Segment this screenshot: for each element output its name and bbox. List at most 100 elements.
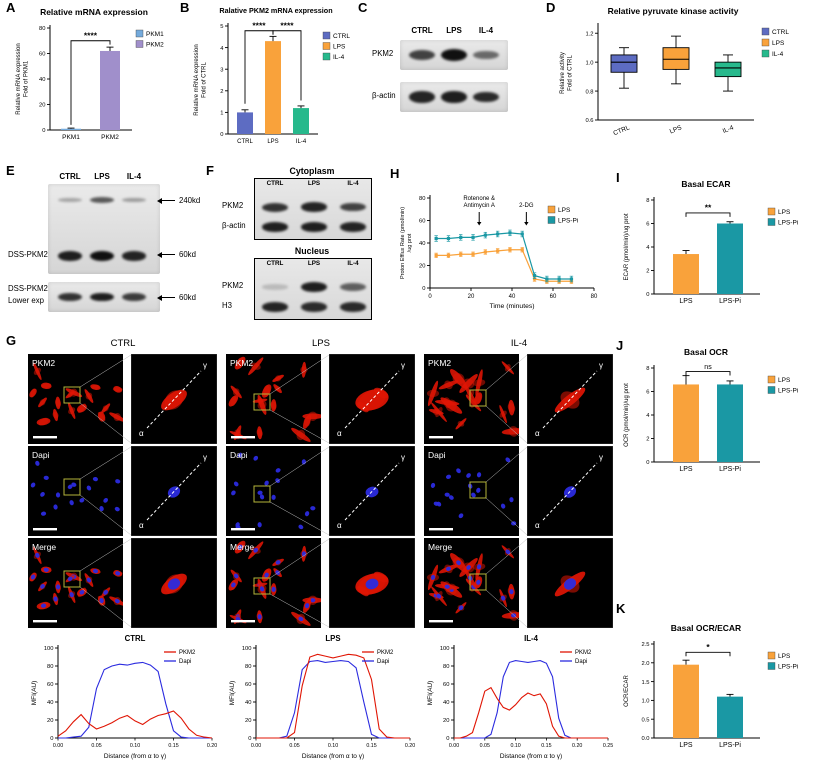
x-tick-label: 0.10 (130, 743, 140, 749)
cell-body (472, 379, 486, 387)
y-tick-label: 0 (446, 736, 449, 742)
lane-label-LPS: LPS (307, 260, 321, 267)
annotation-text: Antimycin A (464, 203, 495, 209)
data-marker (520, 248, 524, 252)
y-tick-label: 100 (440, 646, 450, 652)
arrow-left-icon (157, 196, 175, 205)
nucleus (53, 596, 58, 602)
x-axis-label: Distance (from α to γ) (500, 753, 562, 760)
protein-band (90, 251, 114, 261)
y-tick-label: 0 (646, 292, 649, 298)
lane-label-IL-4: IL-4 (347, 180, 359, 187)
y-tick-label: 20 (47, 718, 53, 724)
gamma-label: γ (599, 361, 603, 370)
protein-band (122, 251, 146, 261)
sig-label: **** (280, 20, 294, 30)
bar-LPS-Pi (717, 384, 743, 462)
y-tick-label: 80 (443, 664, 449, 670)
scale-bar (33, 620, 57, 623)
nucleus (257, 522, 262, 528)
zoom-connector (269, 446, 330, 487)
zoom-box (63, 570, 81, 588)
data-marker (459, 235, 463, 239)
y-tick-label: 1.0 (641, 699, 649, 705)
blot-box: CTRL LPS IL-4 (254, 258, 372, 320)
cell-body (91, 384, 100, 390)
zoom-connector (79, 354, 132, 388)
alpha-label: α (139, 429, 144, 438)
micrograph-ctrl-dapi: Dapi γα (28, 446, 217, 536)
bar-IL-4 (293, 108, 309, 134)
sig-bracket (685, 651, 731, 657)
nucleus (436, 593, 442, 599)
legend-label: CTRL (333, 33, 350, 40)
x-tick-label: PKM2 (101, 134, 119, 141)
legend-swatch (322, 42, 331, 50)
nucleus (55, 584, 61, 590)
nucleus (458, 605, 464, 611)
g-column-header-il4: IL-4 (510, 338, 528, 349)
zoom-inset: γα (329, 354, 415, 444)
nucleus (231, 490, 236, 496)
panel-d-letter: D (546, 0, 556, 15)
nucleus (476, 579, 481, 585)
zoom-connector (485, 405, 528, 444)
y-tick-label: 6 (646, 222, 649, 228)
y-axis-label: Fold of CTRL (202, 62, 208, 98)
legend-swatch (767, 386, 776, 394)
data-marker (434, 253, 438, 257)
y-tick-label: 0 (248, 736, 251, 742)
nucleus (430, 574, 436, 580)
y-tick-label: 0 (422, 286, 425, 292)
nucleus (55, 492, 61, 498)
legend-label: LPS (333, 44, 346, 51)
data-marker (434, 236, 438, 241)
y-tick-label: 0.0 (641, 736, 649, 742)
cell-body (97, 412, 106, 422)
micrograph-row-label: Merge (428, 542, 452, 552)
x-tick-label: 40 (509, 294, 516, 300)
micrograph-il4-pkm2: PKM2 γα (424, 354, 613, 444)
nucleus (505, 549, 511, 555)
y-tick-label: 40 (47, 700, 53, 706)
x-tick-label: IL-4 (722, 124, 735, 135)
nucleus (79, 498, 85, 503)
x-axis-label: Distance (from α to γ) (302, 753, 364, 760)
nucleus (310, 598, 316, 603)
y-axis-label: MFI(AU) (31, 681, 38, 706)
data-marker (471, 235, 475, 239)
y-tick-label: 0 (220, 132, 223, 138)
x-tick-label: PKM1 (62, 134, 80, 141)
nucleus (264, 480, 269, 486)
legend-label: IL-4 (772, 51, 784, 58)
nucleus (86, 577, 92, 583)
protein-band (262, 202, 288, 212)
pkm2-trace (454, 686, 608, 739)
nucleus (40, 511, 47, 516)
y-axis-label: OCR/ECAR (624, 674, 630, 706)
micrograph-image: Merge (424, 538, 519, 628)
y-tick-label: 8 (646, 198, 649, 204)
lane-label-CTRL: CTRL (266, 180, 284, 187)
cell-body (457, 420, 465, 427)
protein-band (90, 292, 114, 302)
protein-band (262, 302, 288, 312)
panel-h-letter: H (390, 166, 400, 181)
cell-body (52, 411, 59, 419)
micrograph-lps-dapi: Dapi γα (226, 446, 415, 536)
bar-LPS (673, 254, 699, 294)
cell-body (54, 399, 62, 407)
cell-body (68, 407, 76, 415)
x-tick-label: 0.15 (168, 743, 178, 749)
bar-LPS-Pi (717, 223, 743, 294)
micrograph-row-label: Merge (32, 542, 56, 552)
gamma-label: γ (401, 361, 405, 370)
mw-marker-label: 60kd (179, 250, 196, 259)
inset-nucleus (365, 578, 379, 590)
x-tick-label: LPS-Pi (719, 742, 741, 749)
zoom-inset: γα (527, 354, 613, 444)
panel-e-western-blot: CTRL LPS IL-4 DSS-PKM2 DSS-PKM2 Lower exp 240k… (8, 166, 208, 336)
annotation-text: 2-DG (519, 203, 534, 209)
micrograph-ctrl-merge: Merge (28, 538, 217, 628)
legend-label: LPS (778, 377, 791, 384)
